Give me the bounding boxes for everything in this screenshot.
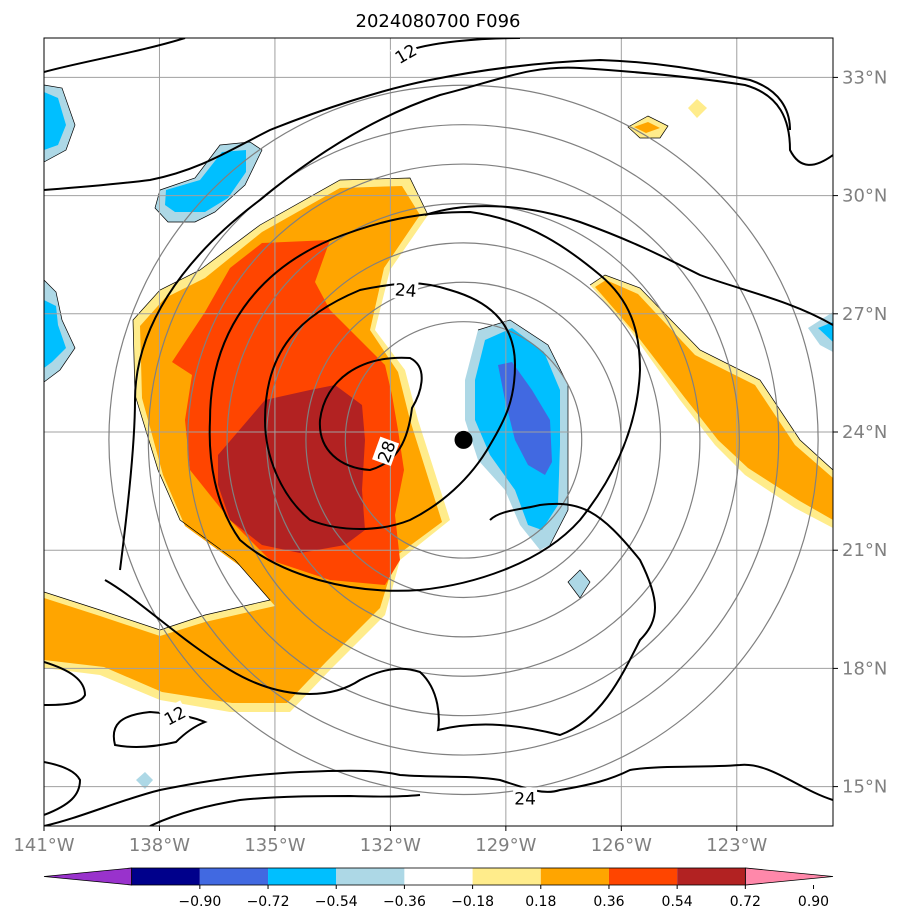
lon-label-6: 123°W [706, 835, 767, 856]
lon-label-5: 126°W [591, 835, 652, 856]
colorbar-frame [131, 867, 746, 886]
contour-top-12 [44, 38, 186, 73]
colorbar: −0.90 −0.72 −0.54 −0.36 −0.18 0.18 0.36 0.54 0.7… [43, 867, 834, 910]
lat-label-5: 18°N [842, 658, 887, 679]
contour-upper [44, 58, 791, 191]
lat-label-3: 24°N [842, 422, 887, 443]
range-ring-5 [147, 124, 780, 756]
contour-label-bg-2 [372, 436, 400, 467]
positive-anomaly-small-2 [634, 122, 660, 133]
negative-anomaly-east-054 [498, 362, 552, 475]
lon-label-0: 141°W [13, 835, 74, 856]
negative-anomaly-west-036-a [44, 92, 66, 150]
contour-sw-left2 [44, 761, 82, 816]
lon-label-4: 129°W [475, 835, 536, 856]
range-rings [108, 84, 819, 796]
lon-label-2: 135°W [244, 835, 305, 856]
contour-label-bg-1 [393, 278, 419, 301]
contour-label-4: 24 [514, 789, 536, 809]
contour-sw-left [44, 661, 87, 706]
latitude-labels: 33°N 30°N 27°N 24°N 21°N 18°N 15°N [833, 67, 887, 798]
colorbar-label-2: −0.54 [315, 894, 358, 910]
contour-label-bg-4 [513, 787, 538, 808]
contour-ring-4 [119, 66, 833, 571]
colorbar-segment-2 [199, 868, 269, 885]
colorbar-segment-3 [268, 868, 337, 885]
contour-label-bg-3 [159, 700, 190, 730]
colorbar-label-5: 0.18 [525, 894, 556, 910]
map-title: 2024080700 F096 [356, 11, 521, 32]
colorbar-extend-high [744, 867, 834, 886]
lat-label-4: 21°N [842, 540, 887, 561]
colorbar-label-0: −0.90 [178, 894, 221, 910]
negative-anomaly-ne-036 [818, 322, 833, 342]
lon-label-3: 132°W [360, 835, 421, 856]
negative-anomaly-se-018 [568, 570, 590, 598]
contour-ring-2 [263, 282, 517, 530]
contour-inner-28 [318, 356, 423, 472]
anomaly-fill [44, 85, 833, 789]
storm-center-marker [454, 430, 473, 449]
contour-east [424, 205, 833, 326]
colorbar-extend-low [43, 867, 133, 886]
longitude-labels: 141°W 138°W 135°W 132°W 129°W 126°W 123°W [13, 826, 768, 856]
range-ring-3 [226, 202, 701, 677]
colorbar-segment-1 [131, 868, 200, 885]
negative-anomaly-west-036-b [44, 300, 66, 368]
positive-anomaly-090 [218, 385, 365, 553]
lat-label-6: 15°N [842, 777, 887, 798]
lat-label-0: 33°N [842, 67, 887, 88]
positive-anomaly-small-3 [688, 99, 707, 118]
range-ring-0 [344, 321, 583, 559]
range-ring-4 [187, 163, 740, 717]
negative-anomaly-north-036 [165, 150, 246, 212]
colorbar-segment-9 [677, 868, 746, 885]
colorbar-label-8: 0.72 [730, 894, 761, 910]
contour-sw-12 [112, 710, 208, 748]
range-ring-1 [305, 281, 622, 599]
colorbar-label-3: −0.36 [383, 894, 426, 910]
colorbar-label-4: −0.18 [451, 894, 494, 910]
contour-ring-3 [208, 210, 642, 592]
contour-label-bg-0 [389, 38, 421, 68]
colorbar-segment-7 [540, 868, 609, 885]
colorbar-label-6: 0.36 [593, 894, 624, 910]
colorbar-segment-8 [608, 868, 678, 885]
colorbar-segment-4 [336, 868, 405, 885]
contour-label-1: 24 [394, 280, 417, 302]
lat-label-1: 30°N [842, 186, 887, 207]
lon-label-1: 138°W [129, 835, 190, 856]
positive-anomaly-east-054 [595, 280, 833, 520]
colorbar-segment-6 [472, 868, 541, 885]
contour-south-24 [44, 763, 833, 826]
colorbar-segment-5 [404, 868, 473, 885]
range-ring-6 [108, 84, 819, 796]
colorbar-label-1: −0.72 [247, 894, 290, 910]
lat-label-2: 27°N [842, 304, 887, 325]
negative-anomaly-sw-018 [136, 772, 153, 789]
colorbar-label-9: 0.90 [798, 894, 829, 910]
colorbar-label-7: 0.54 [662, 894, 693, 910]
contour-ring-5 [104, 502, 656, 737]
contour-south-lower [149, 794, 421, 826]
